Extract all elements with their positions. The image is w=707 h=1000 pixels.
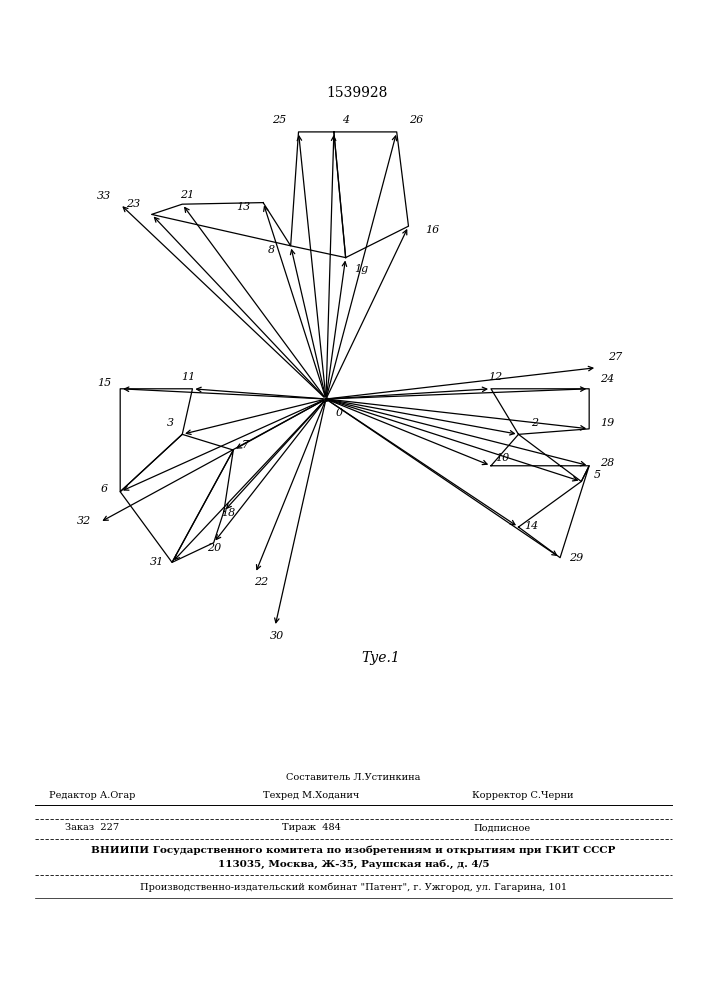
Text: 6: 6 [101, 484, 108, 494]
Text: 4: 4 [342, 115, 349, 125]
Text: Корректор С.Черни: Корректор С.Черни [472, 792, 574, 800]
Text: 11: 11 [182, 372, 196, 382]
Text: 8: 8 [267, 245, 274, 255]
Text: Редактор А.Огар: Редактор А.Огар [49, 792, 135, 800]
Text: Подписное: Подписное [474, 824, 530, 832]
Text: Производственно-издательский комбинат "Патент", г. Ужгород, ул. Гагарина, 101: Производственно-издательский комбинат "П… [140, 882, 567, 892]
Text: Заказ  227: Заказ 227 [65, 824, 119, 832]
Text: Составитель Л.Устинкина: Составитель Л.Устинкина [286, 774, 421, 782]
Text: 5: 5 [593, 470, 600, 480]
Text: 26: 26 [409, 115, 423, 125]
Text: 1539928: 1539928 [327, 86, 388, 100]
Text: 1g: 1g [354, 264, 368, 274]
Text: Техред М.Ходанич: Техред М.Ходанич [263, 792, 359, 800]
Text: 12: 12 [488, 372, 502, 382]
Text: 13: 13 [236, 202, 251, 212]
Text: 27: 27 [608, 352, 622, 362]
Text: 33: 33 [97, 191, 111, 201]
Text: Τуе.1: Τуе.1 [361, 651, 400, 665]
Text: 29: 29 [568, 553, 583, 563]
Text: 30: 30 [270, 631, 284, 641]
Text: 21: 21 [180, 190, 194, 200]
Text: 19: 19 [600, 418, 614, 428]
Text: 23: 23 [127, 199, 141, 209]
Text: 15: 15 [98, 378, 112, 388]
Text: Тираж  484: Тираж 484 [281, 824, 341, 832]
Text: 14: 14 [525, 521, 539, 531]
Text: 16: 16 [425, 225, 439, 235]
Text: 22: 22 [255, 577, 269, 587]
Text: 20: 20 [207, 543, 221, 553]
Text: 113035, Москва, Ж-35, Раушская наб., д. 4/5: 113035, Москва, Ж-35, Раушская наб., д. … [218, 859, 489, 869]
Text: 18: 18 [221, 508, 235, 518]
Text: 7: 7 [242, 440, 249, 450]
Text: 28: 28 [600, 458, 614, 468]
Text: 0: 0 [335, 408, 343, 418]
Text: 31: 31 [150, 557, 164, 567]
Text: 2: 2 [531, 418, 538, 428]
Text: 3: 3 [167, 418, 174, 428]
Text: 10: 10 [496, 453, 510, 463]
Text: ВНИИПИ Государственного комитета по изобретениям и открытиям при ГКИТ СССР: ВНИИПИ Государственного комитета по изоб… [91, 845, 616, 855]
Text: 24: 24 [600, 374, 614, 384]
Text: 25: 25 [271, 115, 286, 125]
Text: 32: 32 [77, 516, 91, 526]
